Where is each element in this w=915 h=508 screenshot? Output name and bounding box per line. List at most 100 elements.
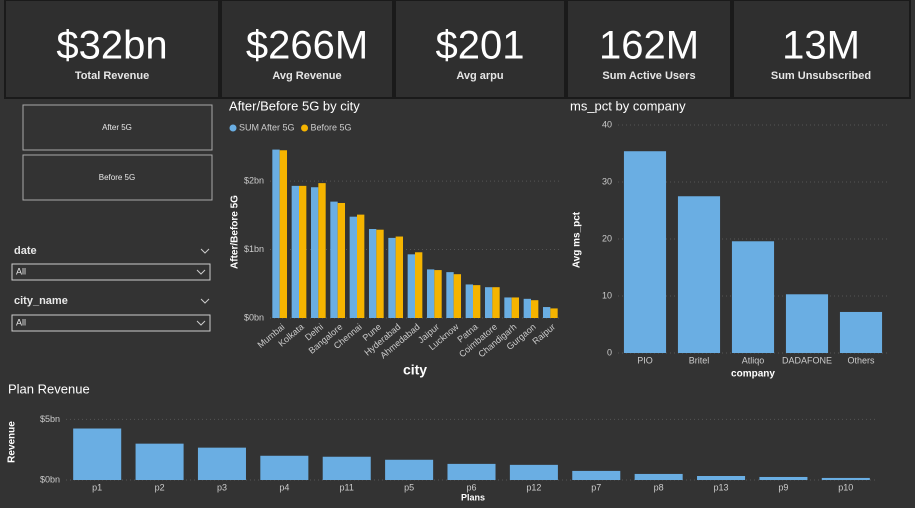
dropdown[interactable] [11,263,211,281]
bar [299,185,307,318]
y-axis-label: Avg ms_pct [572,211,583,268]
button[interactable] [22,104,213,151]
x-tick-label: p6 [466,482,476,492]
y-tick-label: 10 [602,290,612,300]
chevron[interactable] [196,320,206,326]
x-tick-label: DADAFONE [782,355,832,365]
chart-title: Plan Revenue [8,381,90,396]
y-tick-label: 0 [607,347,612,357]
kpi-label: Total Revenue [75,70,149,82]
chevron[interactable] [196,269,206,275]
bar [759,476,808,480]
bar [677,196,721,353]
kpi-cards: $32bn Total Revenue $266M Avg Revenue $2… [4,0,911,99]
x-tick-label: p3 [217,482,227,492]
y-tick-label: 40 [602,119,612,129]
x-tick-label: p11 [340,482,354,492]
x-axis-label: city [403,362,427,378]
bar [634,473,683,480]
bar [349,216,357,318]
bar [426,269,435,318]
bar [272,149,280,318]
kpi-value: 13M [782,24,860,68]
bar [330,201,338,318]
bar [542,307,551,318]
kpi-label: Sum Unsubscribed [771,70,871,82]
button-label[interactable]: After 5G [102,123,132,132]
bar [337,202,346,318]
chevron[interactable] [200,298,210,304]
y-tick-label: 30 [602,176,612,186]
kpi-card [566,0,732,99]
y-tick-label: $1bn [244,244,264,254]
bar [511,297,520,318]
kpi-label: Avg arpu [456,70,503,82]
y-tick-label: $0bn [244,312,264,322]
bar [407,254,415,318]
x-tick-label: p4 [279,482,289,492]
bar [318,183,326,318]
bar [376,229,384,318]
dropdown-value[interactable]: All [16,266,26,276]
y-tick-label: $0bn [40,474,60,484]
chevron[interactable] [200,248,210,254]
y-axis-label: After/Before 5G [230,195,241,269]
y-axis-label: Revenue [7,421,18,463]
kpi-card [220,0,394,99]
bar [357,214,365,318]
bar [447,463,496,480]
bar [550,308,558,318]
bar [572,470,621,480]
bar [395,236,404,318]
dropdown-value[interactable]: All [16,317,26,327]
button[interactable] [22,154,213,201]
chart-title: After/Before 5G by city [229,98,360,113]
bar [465,284,473,318]
bar [473,285,481,318]
kpi-value: $266M [246,24,368,68]
legend-marker [229,124,237,132]
bar [73,428,122,480]
bar [434,270,442,318]
kpi-label: Avg Revenue [272,70,341,82]
filter-label: city_name [14,295,68,307]
x-axis-label: company [731,369,775,380]
bar [731,241,775,353]
x-tick-label: p9 [778,482,788,492]
x-tick-label: p10 [838,482,853,492]
kpi-card [394,0,566,99]
bar [260,455,309,480]
bar [135,443,184,480]
x-tick-label: p1 [92,482,102,492]
x-tick-label: PIO [637,355,653,365]
bar [415,252,423,318]
kpi-value: $201 [436,24,525,68]
bar [523,298,531,318]
bar [368,229,377,318]
kpi-card [732,0,911,99]
x-tick-label: p5 [404,482,414,492]
filter-label: date [14,245,37,257]
x-tick-label: Others [847,355,875,365]
bar [509,464,558,480]
kpi-label: Sum Active Users [602,70,695,82]
bar [279,150,288,318]
x-tick-label: p12 [526,482,541,492]
x-axis-label: Plans [461,492,485,502]
legend-label: Before 5G [311,122,352,132]
bar [492,287,500,318]
y-tick-label: $5bn [40,414,60,424]
x-tick-label: p13 [714,482,729,492]
dropdown[interactable] [11,314,211,332]
kpi-value: 162M [599,24,699,68]
bar [446,272,454,318]
button-label[interactable]: Before 5G [99,173,135,182]
bar [322,456,371,480]
bar [821,477,870,480]
kpi-card [4,0,220,99]
bar [531,300,539,318]
bar [453,274,462,318]
x-tick-label: p2 [155,482,165,492]
legend-label: SUM After 5G [239,122,295,132]
